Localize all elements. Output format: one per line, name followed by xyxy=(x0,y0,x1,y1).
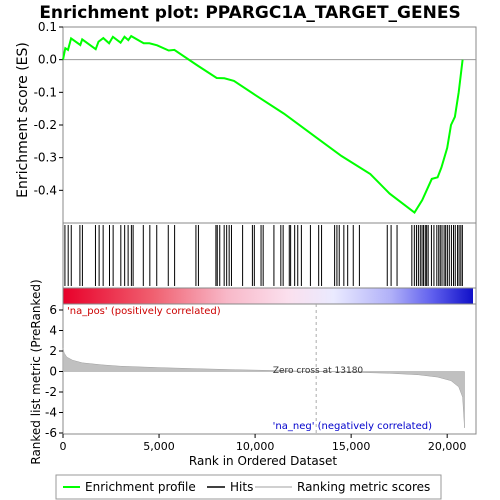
es-panel: 0.1 0.0 -0.1 -0.2 -0.3 -0.4 Enrichment score … xyxy=(15,20,477,224)
metric-y-tick-label: 6 xyxy=(49,303,57,317)
legend-box xyxy=(55,474,442,500)
x-axis-label: Rank in Ordered Dataset xyxy=(189,454,337,468)
x-tick-label: 0 xyxy=(60,440,67,453)
metric-y-axis-label: Ranked list metric (PreRanked) xyxy=(29,279,43,464)
metric-y-tick-label: 0 xyxy=(49,365,57,379)
hits-panel xyxy=(62,222,477,289)
metric-y-tick-label: -6 xyxy=(45,426,57,440)
es-y-ticks: 0.1 0.0 -0.1 -0.2 -0.3 -0.4 xyxy=(34,20,63,197)
es-y-axis-label: Enrichment score (ES) xyxy=(15,42,31,198)
chart-title: Enrichment plot: PPARGC1A_TARGET_GENES xyxy=(39,3,460,23)
es-y-tick-label: -0.3 xyxy=(34,151,57,165)
x-tick-label: 15,000 xyxy=(332,440,371,453)
es-panel-frame xyxy=(62,26,477,224)
legend-label-enrichment: Enrichment profile xyxy=(85,480,196,494)
es-y-tick-label: 0.0 xyxy=(38,53,57,67)
x-tick-label: 5,000 xyxy=(143,440,175,453)
es-y-tick-label: -0.4 xyxy=(34,183,57,197)
es-y-tick-label: 0.1 xyxy=(38,20,57,34)
metric-y-tick-label: 4 xyxy=(49,324,57,338)
pos-correlated-label: 'na_pos' (positively correlated) xyxy=(67,306,221,317)
legend-label-metric: Ranking metric scores xyxy=(297,480,430,494)
metric-y-tick-label: -4 xyxy=(45,406,57,420)
enrichment-profile-line xyxy=(62,34,464,214)
legend: Enrichment profile Hits Ranking metric s… xyxy=(55,474,442,500)
neg-correlated-label: 'na_neg' (negatively correlated) xyxy=(273,421,432,432)
hit-markers xyxy=(64,225,463,286)
x-tick-label: 20,000 xyxy=(428,440,467,453)
metric-y-tick-label: 2 xyxy=(49,344,57,358)
metric-y-tick-label: -2 xyxy=(45,385,57,399)
rank-gradient-bar xyxy=(63,288,473,304)
metric-y-ticks: 6 4 2 0 -2 -4 -6 xyxy=(45,303,63,440)
es-y-tick-label: -0.2 xyxy=(34,118,57,132)
metric-panel: 6 4 2 0 -2 -4 -6 0 5,000 10,000 15,000 20,000 'na_… xyxy=(29,279,477,468)
metric-x-ticks: 0 5,000 10,000 15,000 20,000 xyxy=(60,434,467,453)
x-tick-label: 10,000 xyxy=(236,440,275,453)
legend-label-hits: Hits xyxy=(230,480,253,494)
ranking-metric-area xyxy=(62,347,465,428)
zero-cross-label: Zero cross at 13180 xyxy=(273,366,364,376)
es-y-tick-label: -0.1 xyxy=(34,85,57,99)
